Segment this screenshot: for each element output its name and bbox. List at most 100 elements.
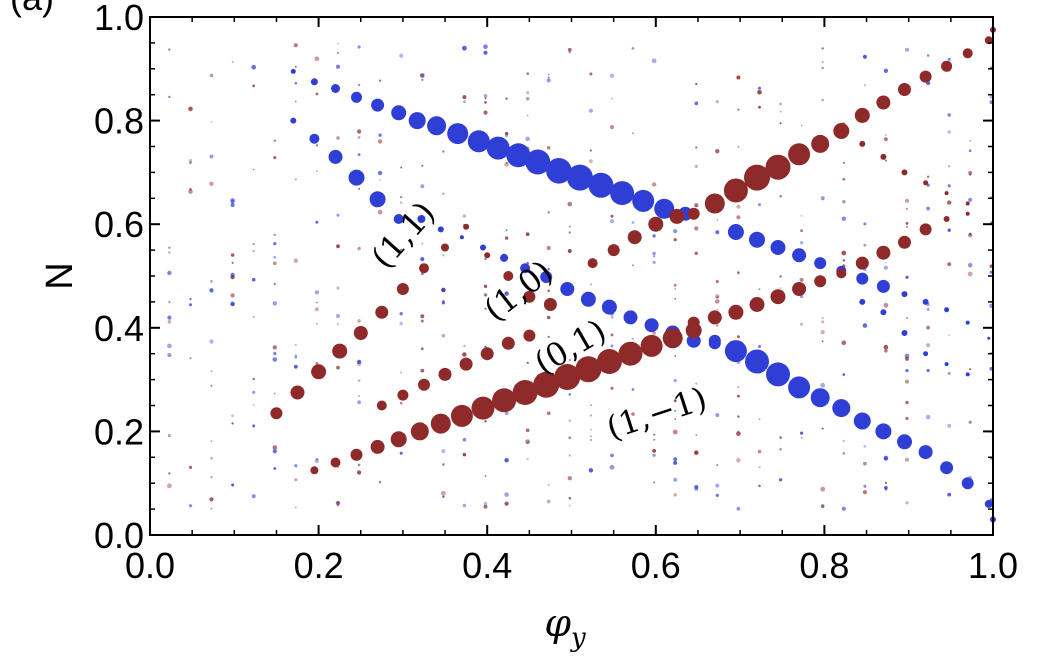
- data-point: [480, 347, 494, 361]
- data-point: [580, 291, 596, 307]
- faint-dot: [758, 105, 761, 109]
- x-tick-label: 0.6: [631, 545, 681, 586]
- faint-dot: [293, 364, 298, 369]
- data-point: [610, 181, 635, 206]
- faint-dot: [926, 368, 930, 373]
- data-point: [390, 431, 407, 448]
- data-point: [290, 68, 296, 74]
- faint-dot: [462, 437, 467, 442]
- faint-dot: [210, 280, 213, 283]
- faint-dot: [967, 271, 973, 277]
- faint-dot: [357, 379, 361, 382]
- faint-dot: [484, 293, 487, 297]
- faint-dot: [210, 384, 213, 387]
- faint-dot: [906, 207, 908, 210]
- faint-dot: [568, 504, 571, 507]
- faint-dot: [589, 72, 593, 76]
- faint-dot: [230, 293, 235, 298]
- faint-dot: [167, 270, 172, 276]
- faint-dot: [209, 497, 214, 502]
- faint-dot: [863, 243, 867, 247]
- faint-dot: [357, 400, 361, 405]
- faint-dot: [779, 287, 782, 289]
- faint-dot: [315, 92, 319, 96]
- faint-dot: [673, 283, 677, 287]
- series-0: [290, 68, 693, 221]
- faint-dot: [252, 315, 255, 319]
- data-point: [704, 193, 725, 214]
- faint-dot: [210, 456, 213, 460]
- data-point: [859, 140, 866, 147]
- faint-dot: [905, 457, 909, 462]
- faint-dot: [631, 132, 635, 135]
- data-point: [832, 399, 851, 418]
- data-point: [943, 216, 950, 222]
- data-point: [940, 461, 954, 475]
- faint-dot: [842, 200, 846, 204]
- faint-dot: [251, 277, 256, 282]
- faint-dot: [885, 134, 887, 137]
- faint-dot: [631, 388, 635, 391]
- x-tick-label: 0.2: [294, 545, 344, 586]
- data-point: [644, 318, 659, 333]
- faint-dot: [252, 404, 255, 406]
- faint-dot: [799, 241, 804, 245]
- faint-dot: [399, 401, 403, 405]
- data-point: [727, 224, 744, 240]
- data-point: [853, 412, 871, 430]
- faint-dot: [568, 50, 572, 54]
- data-point: [897, 434, 912, 450]
- data-point: [391, 105, 407, 121]
- data-point: [792, 282, 807, 296]
- faint-dot: [231, 261, 234, 264]
- faint-dot: [610, 453, 614, 458]
- faint-dot: [651, 58, 657, 64]
- data-point: [627, 230, 642, 245]
- faint-dot: [694, 251, 698, 255]
- faint-dot: [737, 394, 740, 398]
- faint-dot: [673, 399, 677, 403]
- data-point: [814, 275, 827, 288]
- data-point: [792, 248, 807, 263]
- faint-dot: [695, 82, 698, 86]
- data-point: [397, 389, 409, 401]
- faint-dot: [905, 369, 909, 373]
- faint-dot: [758, 484, 761, 488]
- faint-dot: [547, 73, 550, 76]
- faint-dot: [568, 47, 572, 52]
- faint-dot: [526, 72, 530, 75]
- faint-dot: [674, 409, 677, 412]
- faint-dot: [251, 494, 256, 499]
- x-tick-label: 0.8: [799, 545, 849, 586]
- faint-dot: [969, 173, 972, 176]
- series-6: [270, 223, 557, 420]
- faint-dot: [483, 501, 488, 506]
- data-point: [618, 341, 643, 366]
- data-point: [560, 282, 575, 296]
- faint-dot: [800, 322, 804, 326]
- data-point: [353, 326, 368, 340]
- faint-dot: [967, 262, 973, 268]
- data-point: [566, 164, 593, 191]
- faint-dot: [736, 204, 741, 209]
- faint-dot: [273, 261, 277, 266]
- faint-dot: [968, 197, 973, 202]
- faint-dot: [884, 349, 888, 353]
- faint-dot: [168, 251, 171, 254]
- faint-dot: [188, 504, 193, 508]
- data-point: [348, 169, 365, 186]
- faint-dot: [610, 214, 614, 218]
- faint-dot: [715, 294, 720, 299]
- data-point: [396, 283, 409, 295]
- faint-dot: [589, 283, 593, 286]
- data-point: [463, 223, 470, 230]
- faint-dot: [927, 307, 929, 310]
- data-point: [687, 316, 700, 329]
- data-point: [687, 207, 700, 220]
- faint-dot: [526, 361, 529, 364]
- faint-dot: [694, 226, 699, 231]
- faint-dot: [400, 371, 403, 374]
- faint-dot: [272, 445, 278, 450]
- faint-dot: [294, 178, 297, 181]
- faint-dot: [526, 91, 530, 95]
